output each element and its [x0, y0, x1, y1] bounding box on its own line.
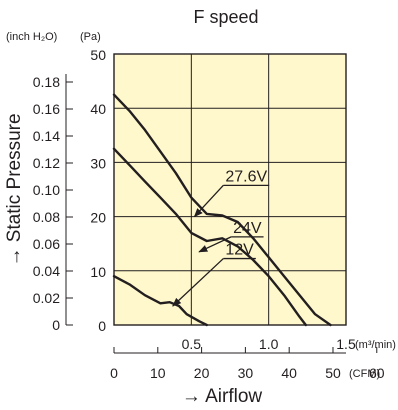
inch-tick-labels: 0 0.02 0.04 0.06 0.08 0.10 0.12 0.14 0.16 0.18	[33, 74, 73, 333]
cfm-tick-label: 0	[110, 365, 118, 381]
pa-tick-label: 30	[90, 155, 106, 171]
m3-tick-label: 1.5	[336, 336, 356, 352]
y-axis-title: → Static Pressure	[4, 113, 25, 266]
y-unit-pa-label: (Pa)	[80, 31, 101, 43]
inch-tick-label: 0.12	[33, 155, 60, 171]
pa-tick-labels: 0 10 20 30 40 50	[90, 47, 106, 334]
inch-tick-label: 0.14	[33, 128, 60, 144]
m3-tick-label: 1.0	[259, 336, 279, 352]
cfm-tick-label: 20	[194, 365, 210, 381]
pa-tick-label: 10	[90, 264, 106, 280]
inch-tick-label: 0.04	[33, 263, 60, 279]
inch-tick-label: 0	[52, 317, 60, 333]
cfm-tick-label: 10	[150, 365, 166, 381]
cfm-tick-labels: 0 10 20 30 40 50 60	[110, 347, 385, 381]
plot-area	[114, 54, 346, 325]
pa-tick-label: 20	[90, 210, 106, 226]
series-label-27.6V: 27.6V	[225, 168, 267, 185]
cfm-tick-label: 50	[325, 365, 341, 381]
x-unit-cfm-label: (CFM)	[349, 368, 380, 380]
pa-tick-label: 50	[90, 47, 106, 63]
m3-tick-labels: 0.5 1.0 1.5	[182, 336, 356, 352]
chart-title: F speed	[193, 7, 258, 27]
inch-tick-label: 0.08	[33, 209, 60, 225]
series-label-24V: 24V	[233, 220, 262, 237]
m3-tick-label: 0.5	[182, 336, 202, 352]
inch-tick-label: 0.16	[33, 101, 60, 117]
inch-tick-label: 0.10	[33, 182, 60, 198]
cfm-tick-label: 30	[238, 365, 254, 381]
y-unit-inch-label: (inch H₂O)	[6, 31, 57, 43]
x-unit-m3-label: (m³/min)	[355, 339, 396, 351]
x-axis-title: → Airflow	[182, 386, 263, 407]
pa-tick-label: 0	[98, 318, 106, 334]
inch-tick-label: 0.02	[33, 290, 60, 306]
cfm-tick-label: 40	[281, 365, 297, 381]
inch-tick-label: 0.18	[33, 74, 60, 90]
inch-tick-label: 0.06	[33, 236, 60, 252]
series-label-12V: 12V	[225, 242, 254, 259]
pa-tick-label: 40	[90, 101, 106, 117]
